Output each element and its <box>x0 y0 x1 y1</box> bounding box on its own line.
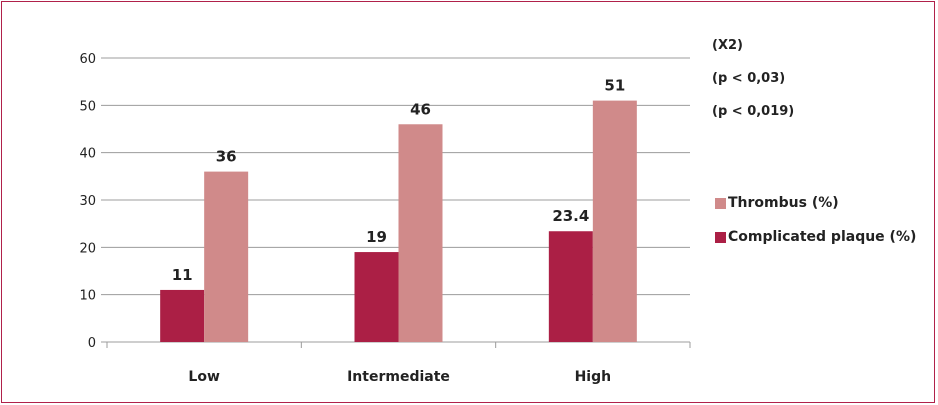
legend-swatch-thrombus <box>715 197 726 209</box>
category-label-low: Low <box>188 369 220 385</box>
annotation-chi-square: (X2) <box>712 38 743 53</box>
category-label-high: High <box>575 369 612 385</box>
y-axis-ticks: 0 10 20 30 40 50 60 <box>79 52 96 351</box>
y-tick-label-0: 0 <box>88 336 96 351</box>
y-tick-label-60: 60 <box>79 52 96 67</box>
data-label-thrombus-intermediate: 46 <box>410 100 431 118</box>
x-axis-categories: Low Intermediate High <box>188 369 611 385</box>
bar-complicated-plaque-low <box>160 289 205 342</box>
data-label-thrombus-high: 51 <box>604 77 625 95</box>
data-label-complicated-plaque-intermediate: 19 <box>366 228 387 246</box>
bar-thrombus-high <box>592 100 637 342</box>
bar-complicated-plaque-high <box>548 231 593 342</box>
y-tick-label-10: 10 <box>79 289 96 304</box>
y-tick-label-50: 50 <box>79 99 96 114</box>
y-tick-label-30: 30 <box>79 194 96 209</box>
y-tick-label-40: 40 <box>79 147 96 162</box>
legend-item-thrombus: Thrombus (%) <box>715 195 839 211</box>
bar-thrombus-low <box>204 171 249 342</box>
legend-label-thrombus: Thrombus (%) <box>728 195 839 211</box>
data-label-complicated-plaque-low: 11 <box>172 266 193 284</box>
legend-item-complicated-plaque: Complicated plaque (%) <box>715 229 916 245</box>
annotation-p-value-1: (p < 0,03) <box>712 71 786 86</box>
bar-complicated-plaque-intermediate <box>354 252 399 342</box>
category-label-intermediate: Intermediate <box>347 369 450 385</box>
bar-thrombus-intermediate <box>398 124 443 343</box>
y-tick-label-20: 20 <box>79 241 96 256</box>
data-label-complicated-plaque-high: 23.4 <box>552 207 589 225</box>
data-label-thrombus-low: 36 <box>216 148 237 166</box>
bars <box>160 100 637 343</box>
legend-label-complicated-plaque: Complicated plaque (%) <box>728 229 917 245</box>
annotation-p-value-2: (p < 0,019) <box>712 104 795 119</box>
legend-swatch-complicated-plaque <box>715 231 726 243</box>
data-labels: 11 36 19 46 23.4 51 <box>172 77 626 284</box>
